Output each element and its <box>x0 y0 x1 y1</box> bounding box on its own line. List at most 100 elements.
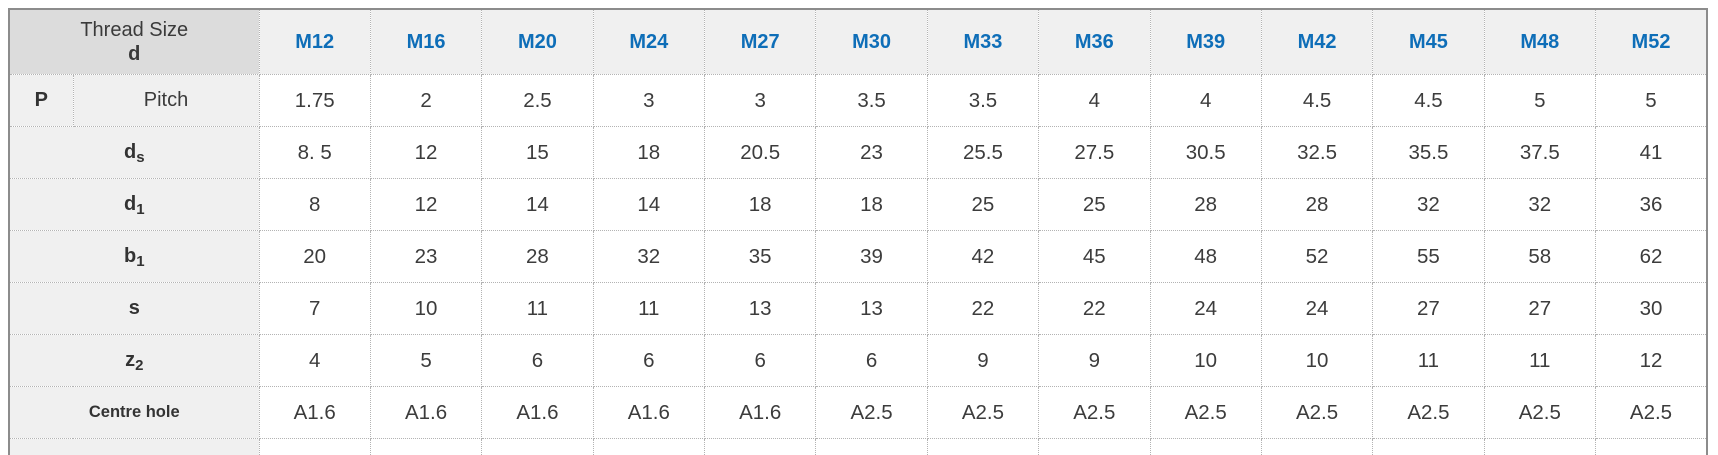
col-header-m36: M36 <box>1038 8 1151 75</box>
corner-header-thread-size: Thread Size d <box>8 8 260 75</box>
cell-ds-m30: 23 <box>815 126 928 179</box>
row-label-b1: b1 <box>8 230 260 283</box>
cell-d1-m33: 25 <box>926 178 1040 231</box>
cell-d1-m48: 32 <box>1483 178 1597 231</box>
cell-b1-m30: 39 <box>815 230 928 283</box>
row-label-d1-base: d <box>123 193 137 215</box>
cell-ds-m27: 20.5 <box>703 126 817 179</box>
cell-centre-hole-m27: A1.6 <box>703 386 817 439</box>
cell-d1-m12: 8 <box>258 178 371 231</box>
cell-b1-m42: 52 <box>1260 230 1374 283</box>
cell-b1-m16: 23 <box>369 230 483 283</box>
cell-s-m16: 10 <box>369 282 483 335</box>
cell-d1-m45: 32 <box>1372 178 1485 231</box>
cell-b1-m33: 42 <box>926 230 1040 283</box>
col-header-m12: M12 <box>258 8 371 75</box>
cell-pitch-m48: 5 <box>1483 74 1597 127</box>
cell-centre-hole-m24: A1.6 <box>592 386 706 439</box>
cell-s-m36: 22 <box>1038 282 1151 335</box>
col-header-m45: M45 <box>1372 8 1485 75</box>
cutoff-cell <box>481 438 594 455</box>
cell-ds-m45: 35.5 <box>1372 126 1485 179</box>
cell-s-m27: 13 <box>703 282 817 335</box>
cell-pitch-m33: 3.5 <box>926 74 1040 127</box>
cell-pitch-m27: 3 <box>703 74 817 127</box>
cell-ds-m42: 32.5 <box>1260 126 1374 179</box>
cutoff-cell <box>592 438 706 455</box>
cutoff-cell <box>369 438 483 455</box>
cutoff-cell <box>1372 438 1485 455</box>
row-label-d1: d1 <box>8 178 260 231</box>
cell-centre-hole-m20: A1.6 <box>481 386 594 439</box>
cutoff-cell <box>1149 438 1262 455</box>
corner-header-title: Thread Size <box>80 19 189 41</box>
row-label-z2: z2 <box>8 334 260 387</box>
cell-pitch-m16: 2 <box>369 74 483 127</box>
thread-size-spec-table: Thread Size d M12 M16 M20 M24 M27 M30 M33 M36 M3… <box>8 8 1708 455</box>
cell-s-m42: 24 <box>1260 282 1374 335</box>
cell-z2-m16: 5 <box>369 334 483 387</box>
cell-centre-hole-m39: A2.5 <box>1149 386 1262 439</box>
cell-z2-m33: 9 <box>926 334 1040 387</box>
row-label-ds-base: d <box>123 141 137 163</box>
col-header-m42: M42 <box>1260 8 1374 75</box>
cell-centre-hole-m33: A2.5 <box>926 386 1040 439</box>
cell-b1-m12: 20 <box>258 230 371 283</box>
cell-ds-m36: 27.5 <box>1038 126 1151 179</box>
cell-d1-m39: 28 <box>1149 178 1262 231</box>
cell-z2-m48: 11 <box>1483 334 1597 387</box>
cell-d1-m42: 28 <box>1260 178 1374 231</box>
row-centre-hole: Centre hole A1.6 A1.6 A1.6 A1.6 A1.6 A2.5 A2.5… <box>8 386 1708 439</box>
cell-s-m24: 11 <box>592 282 706 335</box>
cell-b1-m45: 55 <box>1372 230 1485 283</box>
cell-s-m20: 11 <box>481 282 594 335</box>
row-label-z2-sub: 2 <box>135 357 144 374</box>
cutoff-cell <box>703 438 817 455</box>
cell-ds-m20: 15 <box>481 126 594 179</box>
cell-ds-m24: 18 <box>592 126 706 179</box>
cell-d1-m20: 14 <box>481 178 594 231</box>
cell-z2-m24: 6 <box>592 334 706 387</box>
cell-z2-m12: 4 <box>258 334 371 387</box>
cell-ds-m39: 30.5 <box>1149 126 1262 179</box>
cell-centre-hole-m12: A1.6 <box>258 386 371 439</box>
cutoff-cell <box>1038 438 1151 455</box>
row-ds: ds 8. 5 12 15 18 20.5 23 25.5 27.5 30.5 32.5 35.5 3… <box>8 126 1708 179</box>
col-header-m33: M33 <box>926 8 1040 75</box>
row-b1: b1 20 23 28 32 35 39 42 45 48 52 55 58 62 <box>8 230 1708 283</box>
cell-s-m30: 13 <box>815 282 928 335</box>
cell-pitch-m30: 3.5 <box>815 74 928 127</box>
row-label-d1-sub: 1 <box>136 201 145 218</box>
cutoff-cell <box>1595 438 1708 455</box>
cell-ds-m16: 12 <box>369 126 483 179</box>
cell-d1-m16: 12 <box>369 178 483 231</box>
cell-b1-m48: 58 <box>1483 230 1597 283</box>
col-header-m24: M24 <box>592 8 706 75</box>
cell-z2-m36: 9 <box>1038 334 1151 387</box>
row-label-ds: ds <box>8 126 260 179</box>
cell-ds-m48: 37.5 <box>1483 126 1597 179</box>
cutoff-cell <box>1260 438 1374 455</box>
cell-s-m39: 24 <box>1149 282 1262 335</box>
cutoff-cell <box>815 438 928 455</box>
corner-header-symbol: d <box>128 43 141 65</box>
cell-s-m12: 7 <box>258 282 371 335</box>
cell-ds-m12: 8. 5 <box>258 126 371 179</box>
cell-pitch-m24: 3 <box>592 74 706 127</box>
row-label-ds-sub: s <box>136 149 145 166</box>
cell-centre-hole-m48: A2.5 <box>1483 386 1597 439</box>
cell-s-m45: 27 <box>1372 282 1485 335</box>
col-header-m39: M39 <box>1149 8 1262 75</box>
cell-d1-m52: 36 <box>1595 178 1708 231</box>
cell-d1-m27: 18 <box>703 178 817 231</box>
cell-b1-m27: 35 <box>703 230 817 283</box>
cell-ds-m33: 25.5 <box>926 126 1040 179</box>
cell-d1-m36: 25 <box>1038 178 1151 231</box>
cell-s-m48: 27 <box>1483 282 1597 335</box>
row-pitch: P Pitch 1.75 2 2.5 3 3 3.5 3.5 4 4 4.5 4.5 5 5 <box>8 74 1708 127</box>
cell-z2-m52: 12 <box>1595 334 1708 387</box>
row-label-z2-base: z <box>125 349 136 371</box>
cell-z2-m42: 10 <box>1260 334 1374 387</box>
cell-centre-hole-m30: A2.5 <box>815 386 928 439</box>
cell-b1-m24: 32 <box>592 230 706 283</box>
